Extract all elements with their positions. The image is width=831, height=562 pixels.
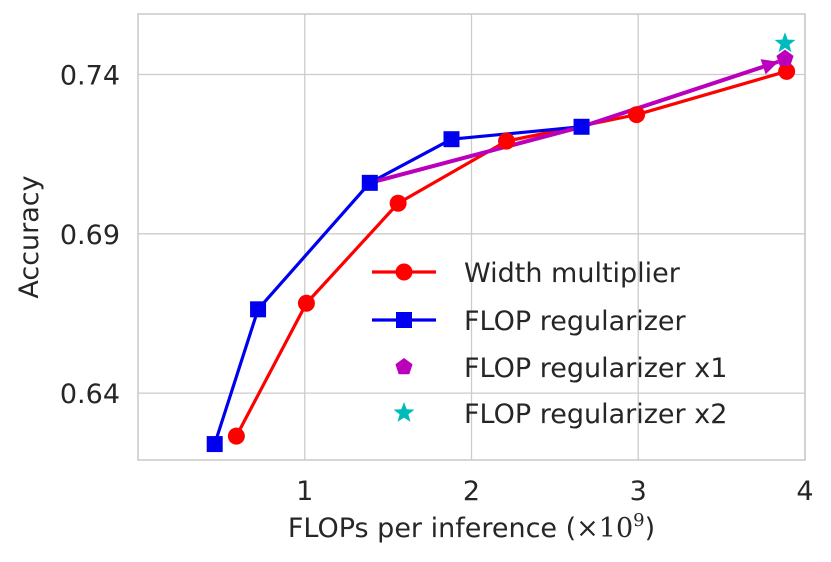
x-axis-label-text: FLOPs per inference (	[288, 513, 576, 544]
width-multiplier-point	[498, 132, 516, 150]
flop-regularizer-x2-legend-marker	[393, 402, 415, 422]
grid	[138, 14, 806, 460]
width-multiplier-point	[227, 427, 245, 445]
width-multiplier-line	[234, 69, 788, 437]
x-axis-label: FLOPs per inference (×109)	[288, 510, 655, 544]
y-tick-label: 0.64	[60, 379, 120, 410]
width-multiplier-legend-label: Width multiplier	[464, 258, 681, 289]
width-multiplier-point	[389, 194, 407, 212]
flop-regularizer-point	[443, 131, 460, 148]
width-multiplier-point	[628, 106, 646, 124]
flop-regularizer-x1-legend-label: FLOP regularizer x1	[464, 353, 727, 384]
y-tick-label: 0.69	[60, 220, 120, 251]
flop-regularizer-legend-marker	[396, 312, 412, 328]
flop-regularizer-point	[206, 436, 223, 453]
width-multiplier-point	[778, 62, 796, 80]
width-multiplier-legend-marker	[395, 263, 413, 281]
flop-regularizer-point	[573, 118, 590, 135]
tick-labels: 1 2 3 4 0.64 0.69 0.74	[60, 61, 814, 507]
x-axis-label-unit: ×10	[576, 513, 633, 544]
flop-regularizer-x1-point	[776, 49, 794, 66]
x-tick-label: 2	[463, 476, 480, 507]
flop-regularizer-point	[361, 174, 378, 191]
legend: Width multiplier FLOP regularizer FLOP reg…	[372, 258, 727, 430]
width-multiplier-point	[297, 294, 315, 312]
series-layer	[206, 32, 796, 453]
y-tick-label: 0.74	[60, 61, 120, 92]
flop-regularizer-x2-point	[774, 32, 796, 53]
flop-regularizer-x2-legend-label: FLOP regularizer x2	[464, 399, 727, 430]
x-axis-label-exponent: 9	[633, 510, 644, 531]
x-tick-label: 3	[630, 476, 647, 507]
plot-frame	[137, 13, 806, 461]
y-axis-label: Accuracy	[14, 175, 45, 298]
flop-regularizer-legend-label: FLOP regularizer	[464, 306, 687, 337]
flop-regularizer-arrowhead	[760, 59, 779, 75]
flop-regularizer-x1-legend-marker	[395, 358, 413, 375]
x-axis-label-close: )	[645, 513, 656, 544]
x-tick-label: 4	[796, 476, 813, 507]
x-tick-label: 1	[296, 476, 313, 507]
flop-regularizer-point	[250, 301, 267, 318]
